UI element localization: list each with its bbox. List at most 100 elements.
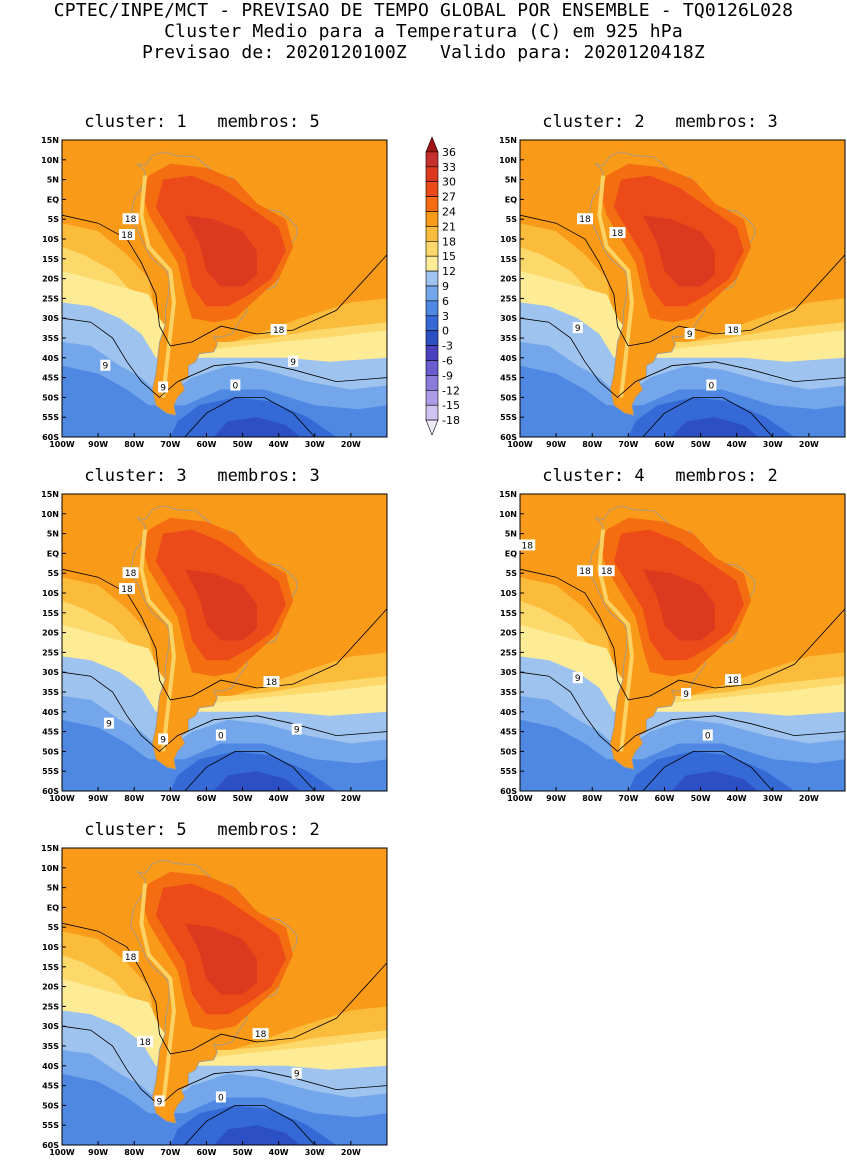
colorbar-swatch <box>425 419 439 436</box>
lat-tick-label: 40S <box>42 708 59 717</box>
contour-18 <box>520 568 845 701</box>
lat-tick-label: 10S <box>42 943 59 952</box>
andes-cool-strip <box>597 175 634 398</box>
colorbar-swatch <box>425 389 439 406</box>
temperature-map: 15N 10N 5N EQ 5S 10S 15S 20S 25S 30S 35S 40S 45S 50S 5… <box>41 490 388 803</box>
colorbar-swatch <box>425 404 439 421</box>
contour-label-box <box>270 324 287 336</box>
colorbar-swatch <box>425 136 439 153</box>
contour-label: 18 <box>727 326 739 336</box>
map-frame <box>61 847 388 1146</box>
contour-label: 9 <box>102 362 108 372</box>
lat-tick-label: 35S <box>42 1042 59 1051</box>
contour-18 <box>62 568 387 701</box>
contour-label-box <box>119 583 135 595</box>
contour-label-box <box>154 1095 165 1107</box>
lon-tick-label: 60W <box>196 794 216 803</box>
contour-label-box <box>137 1036 154 1048</box>
lat-tick-label: 55S <box>42 413 59 422</box>
lon-tick-label: 40W <box>269 1148 289 1157</box>
lon-tick-label: 40W <box>727 794 747 803</box>
colorbar-tick-label: 33 <box>442 161 456 174</box>
lat-tick-label: 50S <box>500 393 517 402</box>
contour-label-box <box>577 213 593 225</box>
lat-tick-label: EQ <box>47 903 59 912</box>
lat-tick-label: 25S <box>42 648 59 657</box>
contour-label: 18 <box>125 953 137 963</box>
lat-tick-label: 60S <box>500 787 517 796</box>
panel-title: cluster: 4 membros: 2 <box>542 466 778 486</box>
lon-tick-label: 90W <box>546 794 566 803</box>
map-panel-cluster-4: cluster: 4 membros: 2 15N 10N 5N EQ 5S 10S 15S… <box>460 466 847 806</box>
contour-label-box <box>702 729 713 741</box>
contour-label-box <box>122 567 139 579</box>
lat-tick-label: 10S <box>500 589 517 598</box>
lon-tick-label: 50W <box>233 1148 253 1157</box>
colorbar-swatch <box>425 226 439 242</box>
lat-tick-label: 15N <box>499 490 517 499</box>
lat-tick-label: 15N <box>499 136 517 145</box>
contour-label-box <box>681 687 692 699</box>
lat-tick-label: 45S <box>42 1082 59 1091</box>
lat-tick-label: 5N <box>505 176 517 185</box>
lon-tick-label: 80W <box>582 440 602 449</box>
map-panel-cluster-3: cluster: 3 membros: 3 15N 10N 5N EQ 5S 10S 15S… <box>2 466 402 806</box>
header-title-line-1: CPTEC/INPE/MCT - PREVISAO DE TEMPO GLOBA… <box>53 0 794 21</box>
lat-tick-label: 30S <box>500 314 517 323</box>
lat-tick-label: 5S <box>506 215 518 224</box>
contour-label: 9 <box>294 1070 300 1080</box>
lon-tick-label: 90W <box>88 1148 108 1157</box>
map-frame <box>61 493 388 792</box>
lat-tick-label: 5N <box>47 530 59 539</box>
lat-tick-label: 55S <box>42 767 59 776</box>
lon-tick-label: 50W <box>233 440 253 449</box>
temperature-map: 15N 10N 5N EQ 5S 10S 15S 20S 25S 30S 35S 40S 45S 50S 5… <box>499 136 846 449</box>
contour-label: 9 <box>160 736 166 746</box>
lat-tick-label: 45S <box>42 728 59 737</box>
lat-tick-label: 50S <box>42 747 59 756</box>
lon-tick-label: 80W <box>124 794 144 803</box>
colorbar-tick-label: 6 <box>442 295 449 308</box>
lat-tick-label: 20S <box>500 275 517 284</box>
andes-cool-strip <box>139 529 176 752</box>
lon-tick-label: 70W <box>160 794 180 803</box>
contour-label-box <box>572 322 583 334</box>
contour-label: 9 <box>294 726 300 736</box>
lat-tick-label: 45S <box>500 374 517 383</box>
temperature-map: 15N 10N 5N EQ 5S 10S 15S 20S 25S 30S 35S 40S 45S 50S 5… <box>499 490 846 803</box>
contour-label: 0 <box>218 1093 224 1103</box>
contour-label: 18 <box>273 326 285 336</box>
contour-label-box <box>252 1028 269 1040</box>
lon-tick-label: 70W <box>618 794 638 803</box>
lat-tick-label: 60S <box>42 433 59 442</box>
colorbar-swatch <box>425 330 439 346</box>
contour-label-box <box>706 379 717 391</box>
contour-label-box <box>119 229 135 241</box>
colorbar-swatch <box>425 181 439 197</box>
lat-tick-label: 40S <box>500 354 517 363</box>
lon-tick-label: 100W <box>49 1148 75 1157</box>
lon-tick-label: 80W <box>124 1148 144 1157</box>
contour-label: 9 <box>290 358 296 368</box>
contour-label: 0 <box>709 382 715 392</box>
header-title-line-2: Cluster Medio para a Temperatura (C) em … <box>164 21 683 42</box>
colorbar-tick-label: 9 <box>442 280 449 293</box>
header-title-line-3: Previsao de: 2020120100Z Valido para: 20… <box>142 42 705 63</box>
contour-label-box <box>572 672 583 684</box>
lat-tick-label: 15S <box>42 963 59 972</box>
lon-tick-label: 70W <box>160 1148 180 1157</box>
colorbar-tick-label: 12 <box>442 265 456 278</box>
map-panel-cluster-1: cluster: 1 membros: 5 15N 10N 5N EQ 5S 10S 15S… <box>2 112 402 452</box>
field--3 <box>213 771 301 791</box>
lon-tick-label: 70W <box>618 440 638 449</box>
colorbar-swatch <box>425 270 439 287</box>
lat-tick-label: 40S <box>42 354 59 363</box>
colorbar-tick-label: 18 <box>442 235 456 248</box>
colorbar-tick-label: 3 <box>442 310 449 323</box>
lat-tick-label: 5N <box>47 884 59 893</box>
contour-label-box <box>230 379 241 391</box>
lat-tick-label: 5S <box>48 215 60 224</box>
andes-cool-strip <box>139 883 176 1106</box>
lat-tick-label: 15N <box>41 844 59 853</box>
